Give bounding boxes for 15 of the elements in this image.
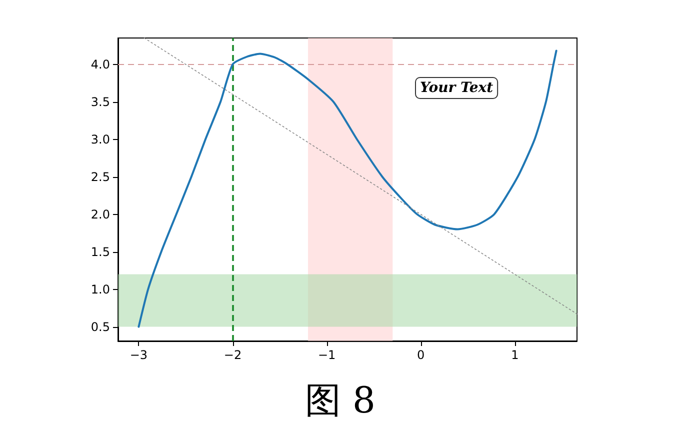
x-tick-label: 0 xyxy=(417,348,425,362)
annotation: Your Text xyxy=(420,80,494,96)
x-tick-label: −3 xyxy=(130,348,148,362)
x-tick-label: −2 xyxy=(224,348,242,362)
y-tick-label: 2.0 xyxy=(90,207,110,222)
y-tick-label: 0.5 xyxy=(90,320,110,334)
y-tick-label: 1.5 xyxy=(90,244,110,259)
caption: 图 8 xyxy=(305,380,376,422)
x-tick-label: −1 xyxy=(318,348,336,362)
y-tick-label: 3.5 xyxy=(90,94,110,109)
y-tick-label: 1.0 xyxy=(90,282,110,296)
y-tick-label: 4.0 xyxy=(90,57,110,72)
y-tick-label: 3.0 xyxy=(90,132,110,146)
y-tick-label: 2.5 xyxy=(90,170,110,184)
x-tick-label: 1 xyxy=(511,348,519,362)
